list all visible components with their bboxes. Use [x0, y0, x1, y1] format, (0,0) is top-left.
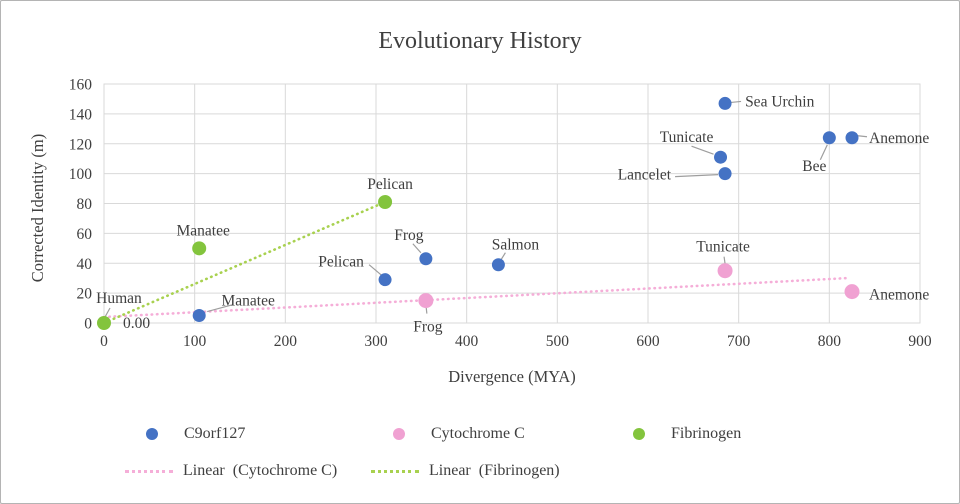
data-value-label-human: 0.00: [123, 315, 150, 332]
y-tick-label: 160: [69, 77, 93, 94]
data-point-c9orf127-pelican: [378, 273, 392, 287]
data-point-c9orf127-anemone: [845, 131, 859, 145]
x-tick-label: 400: [455, 333, 479, 350]
data-label-pelican: Pelican: [318, 254, 364, 271]
x-tick-label: 200: [274, 333, 298, 350]
leader-line-bee: [819, 144, 828, 161]
leader-line-tunicate: [691, 145, 714, 155]
data-point-cytochrome-c-anemone: [844, 284, 860, 300]
legend-item-linear-fibrinogen: Linear (Fibrinogen): [371, 461, 560, 481]
leader-line-human: [104, 307, 111, 318]
leader-line-tunicate: [723, 256, 726, 264]
y-tick-label: 40: [77, 256, 93, 273]
x-tick-label: 0: [100, 333, 108, 350]
data-label-sea-urchin: Sea Urchin: [745, 93, 815, 110]
data-point-c9orf127-salmon: [491, 258, 505, 272]
legend-label-fibrinogen: Fibrinogen: [671, 425, 742, 442]
data-point-c9orf127-bee: [822, 131, 836, 145]
data-label-tunicate: Tunicate: [660, 129, 714, 146]
y-tick-label: 60: [77, 226, 93, 243]
y-tick-label: 80: [77, 196, 93, 213]
data-point-cytochrome-c-frog: [418, 293, 434, 309]
data-label-pelican: Pelican: [367, 176, 413, 193]
plot-border: [103, 83, 921, 324]
trendline-linear-cytochrome-c-: [102, 276, 847, 319]
trendline-linear-fibrinogen-: [102, 200, 387, 325]
data-label-tunicate: Tunicate: [696, 239, 750, 256]
dotted-line-icon: [371, 469, 419, 473]
legend-item-linear-cytochrome-c: Linear (Cytochrome C): [125, 461, 337, 481]
legend-label-c9orf127: C9orf127: [184, 425, 246, 442]
c9orf127-dot-icon: [146, 428, 158, 440]
data-label-human: Human: [96, 290, 142, 307]
legend-item-cytochrome-c: Cytochrome C: [393, 424, 525, 444]
data-label-lancelet: Lancelet: [618, 167, 672, 184]
data-point-c9orf127-manatee: [192, 309, 206, 323]
data-label-manatee: Manatee: [222, 293, 275, 310]
data-label-anemone: Anemone: [869, 130, 929, 147]
scatter-chart: Manatee Pelican Frog Salmon Lancelet Tunicate…: [28, 28, 932, 386]
data-point-c9orf127-lancelet: [718, 167, 732, 181]
data-point-fibrinogen-manatee: [192, 241, 207, 256]
leader-line-manatee: [207, 303, 234, 313]
y-tick-label: 140: [69, 106, 93, 123]
x-tick-label: 900: [908, 333, 932, 350]
data-label-manatee: Manatee: [177, 222, 230, 239]
fibrinogen-dot-icon: [633, 428, 645, 440]
x-tick-label: 500: [546, 333, 570, 350]
y-tick-label: 0: [84, 316, 92, 333]
legend-label-linear-fibrinogen: Linear (Fibrinogen): [429, 462, 560, 479]
data-point-fibrinogen-pelican: [378, 195, 393, 210]
x-tick-label: 700: [727, 333, 751, 350]
leader-line-sea-urchin: [731, 100, 742, 104]
data-label-salmon: Salmon: [492, 237, 540, 254]
y-tick-label: 20: [77, 286, 93, 303]
x-tick-label: 600: [636, 333, 660, 350]
legend-item-fibrinogen: Fibrinogen: [633, 424, 741, 444]
data-label-bee: Bee: [802, 158, 826, 175]
leader-line-anemone: [857, 135, 868, 138]
data-label-anemone: Anemone: [869, 287, 929, 304]
y-tick-label: 100: [69, 166, 93, 183]
legend-item-c9orf127: C9orf127: [146, 424, 245, 444]
legend-label-linear-cytochrome-c: Linear (Cytochrome C): [183, 462, 338, 479]
data-label-frog: Frog: [413, 319, 443, 336]
cytochrome-c-dot-icon: [393, 428, 405, 440]
x-tick-label: 300: [364, 333, 388, 350]
data-label-frog: Frog: [394, 227, 424, 244]
data-point-fibrinogen-human: [97, 316, 111, 330]
x-tick-label: 800: [818, 333, 842, 350]
x-axis-title: Divergence (MYA): [448, 367, 576, 386]
leader-line-frog: [412, 243, 422, 254]
data-point-c9orf127-tunicate: [714, 150, 728, 164]
data-point-cytochrome-c-tunicate: [717, 263, 733, 279]
leader-line-pelican: [368, 264, 383, 277]
y-axis-title: Corrected Identity (m): [28, 134, 47, 282]
dotted-line-icon: [125, 469, 173, 473]
leader-line-lancelet: [675, 174, 719, 178]
y-tick-label: 120: [69, 136, 93, 153]
data-point-c9orf127-frog: [419, 252, 433, 266]
x-tick-label: 100: [183, 333, 207, 350]
chart-title: Evolutionary History: [378, 28, 581, 54]
legend-label-cytochrome-c: Cytochrome C: [431, 425, 525, 442]
data-point-c9orf127-sea-urchin: [718, 96, 732, 110]
